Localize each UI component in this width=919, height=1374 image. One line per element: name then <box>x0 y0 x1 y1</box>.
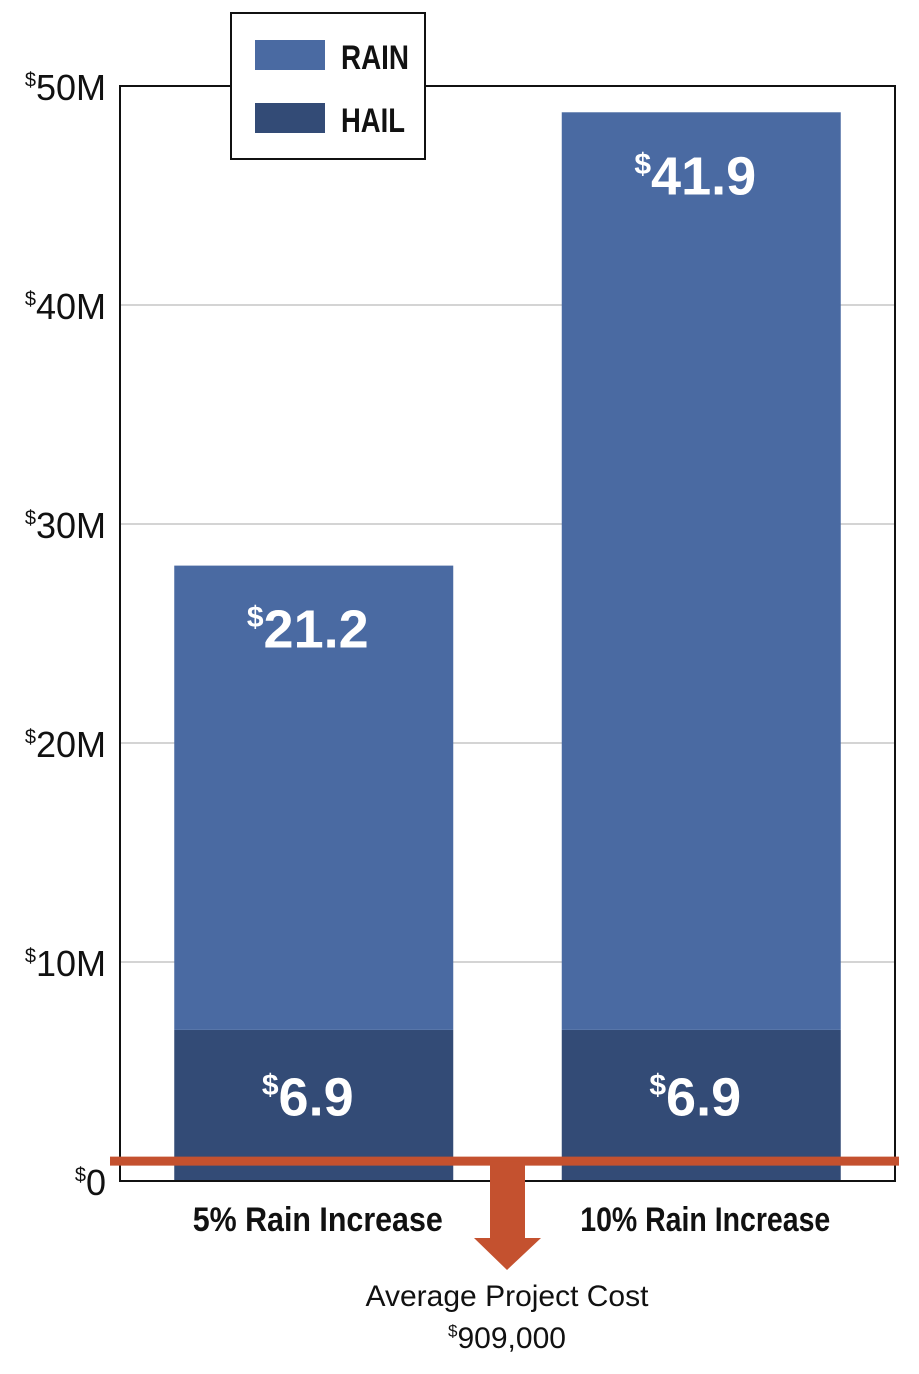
x-tick-label: 5% Rain Increase <box>193 1201 443 1239</box>
data-label: $6.9 <box>262 1067 354 1127</box>
amount: 20M <box>36 724 106 765</box>
amount: 21.2 <box>264 600 369 660</box>
currency-sign: $ <box>25 507 36 529</box>
currency-sign: $ <box>634 148 651 181</box>
bar-segment <box>561 1029 841 1181</box>
y-tick-label: $10M <box>25 943 106 984</box>
amount: 50M <box>36 67 106 108</box>
bar-segment <box>174 1029 454 1181</box>
data-label: $21.2 <box>247 600 369 660</box>
legend-label: RAIN <box>341 39 409 77</box>
amount: 30M <box>36 505 106 546</box>
data-label: $6.9 <box>649 1067 741 1127</box>
reference-label: Average Project Cost <box>366 1280 650 1313</box>
y-tick-label: $50M <box>25 67 106 108</box>
y-tick-label: $20M <box>25 724 106 765</box>
y-tick-label: $40M <box>25 286 106 327</box>
currency-sign: $ <box>25 69 36 91</box>
legend-box <box>230 12 426 160</box>
y-tick-label: $30M <box>25 505 106 546</box>
amount: 0 <box>86 1162 106 1203</box>
y-tick-label: $0 <box>75 1162 106 1203</box>
currency-sign: $ <box>649 1069 666 1102</box>
amount: 909,000 <box>458 1322 566 1355</box>
legend-swatch <box>255 40 325 70</box>
x-tick-label: 10% Rain Increase <box>580 1201 830 1239</box>
legend-label: HAIL <box>341 102 405 140</box>
currency-sign: $ <box>25 945 36 967</box>
currency-sign: $ <box>75 1164 86 1186</box>
bar-segment <box>561 112 841 1030</box>
currency-sign: $ <box>247 601 264 634</box>
currency-sign: $ <box>262 1069 279 1102</box>
amount: 6.9 <box>279 1067 354 1127</box>
currency-sign: $ <box>25 288 36 310</box>
currency-sign: $ <box>448 1322 458 1341</box>
reference-value: $909,000 <box>448 1322 566 1355</box>
amount: 10M <box>36 943 106 984</box>
reference-arrow <box>474 1161 541 1270</box>
legend-swatch <box>255 103 325 133</box>
amount: 6.9 <box>666 1067 741 1127</box>
amount: 40M <box>36 286 106 327</box>
data-label: $41.9 <box>634 146 756 206</box>
amount: 41.9 <box>651 146 756 206</box>
currency-sign: $ <box>25 726 36 748</box>
bar-segment <box>174 565 454 1030</box>
